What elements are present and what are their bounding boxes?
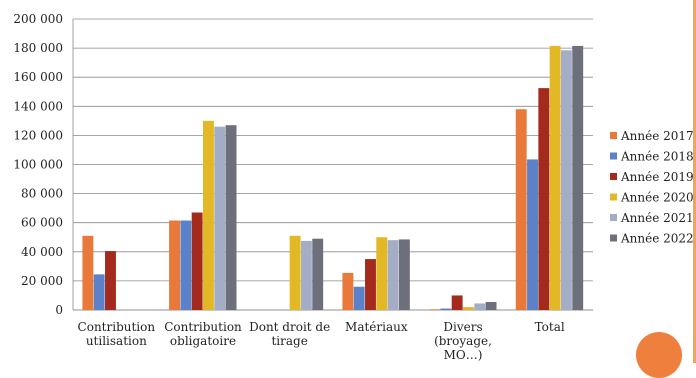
bar: [474, 303, 486, 310]
legend-label: Année 2019: [620, 170, 694, 184]
legend-label: Année 2021: [620, 211, 694, 225]
bar: [180, 220, 192, 310]
bar: [312, 238, 324, 310]
legend-swatch: [610, 173, 617, 180]
bar: [105, 251, 116, 310]
bar: [342, 272, 354, 310]
bar: [225, 125, 237, 310]
x-category-label: obligatoire: [170, 334, 236, 348]
bar: [203, 120, 214, 310]
bar: [387, 240, 399, 310]
x-category-label: Contribution: [164, 320, 242, 334]
bar: [572, 45, 584, 310]
x-category-label: Total: [535, 320, 565, 334]
bar: [191, 212, 203, 310]
x-category-label: tirage: [271, 334, 307, 348]
bar: [429, 309, 440, 310]
y-tick-label: 180 000: [13, 41, 63, 55]
bar: [515, 109, 527, 311]
bar-chart: 0 20 000 40 000 60 000 80 000 100 000 120 000 1…: [13, 12, 694, 362]
x-category-label: Divers: [443, 320, 482, 334]
y-tick-label: 20 000: [21, 274, 63, 288]
bar: [398, 239, 410, 310]
bar: [365, 259, 376, 310]
legend-swatch: [610, 193, 617, 201]
x-category-label: Matériaux: [345, 320, 408, 334]
x-category-label: MO…): [444, 348, 483, 362]
orange-circle-decoration: [636, 332, 682, 378]
y-tick-label: 100 000: [13, 158, 63, 172]
y-tick-label: 40 000: [21, 245, 63, 259]
y-tick-label: 120 000: [13, 128, 63, 142]
bar: [440, 308, 452, 310]
legend-swatch: [610, 152, 617, 160]
bar: [93, 274, 105, 310]
x-category-label: utilisation: [86, 334, 147, 348]
y-tick-label: 0: [55, 303, 63, 317]
y-tick-label: 160 000: [13, 70, 63, 84]
bar: [560, 50, 572, 310]
bar: [538, 88, 550, 310]
bar: [214, 126, 226, 310]
bar: [300, 240, 312, 310]
bar: [82, 235, 94, 310]
y-tick-label: 80 000: [21, 187, 63, 201]
legend-swatch: [610, 214, 617, 221]
legend-label: Année 2020: [620, 191, 694, 205]
x-category-label: (broyage,: [434, 334, 492, 348]
legend-label: Année 2022: [620, 232, 694, 246]
bar: [353, 286, 365, 310]
legend-swatch: [610, 234, 617, 242]
legend-label: Année 2018: [620, 150, 694, 164]
y-tick-label: 200 000: [13, 12, 63, 26]
x-category-label: Contribution: [78, 320, 156, 334]
y-tick-label: 140 000: [13, 99, 63, 113]
bar: [289, 235, 301, 310]
bar: [376, 237, 388, 310]
bar: [169, 220, 180, 310]
bar: [463, 307, 474, 310]
y-tick-label: 60 000: [21, 216, 63, 230]
legend-swatch: [610, 132, 617, 139]
bar: [527, 159, 538, 310]
slide-edge-decoration: [693, 0, 696, 363]
legend-label: Année 2017: [620, 129, 694, 143]
x-category-label: Dont droit de: [249, 320, 330, 334]
bar: [549, 45, 561, 310]
bar: [451, 295, 463, 310]
bar: [485, 301, 497, 310]
